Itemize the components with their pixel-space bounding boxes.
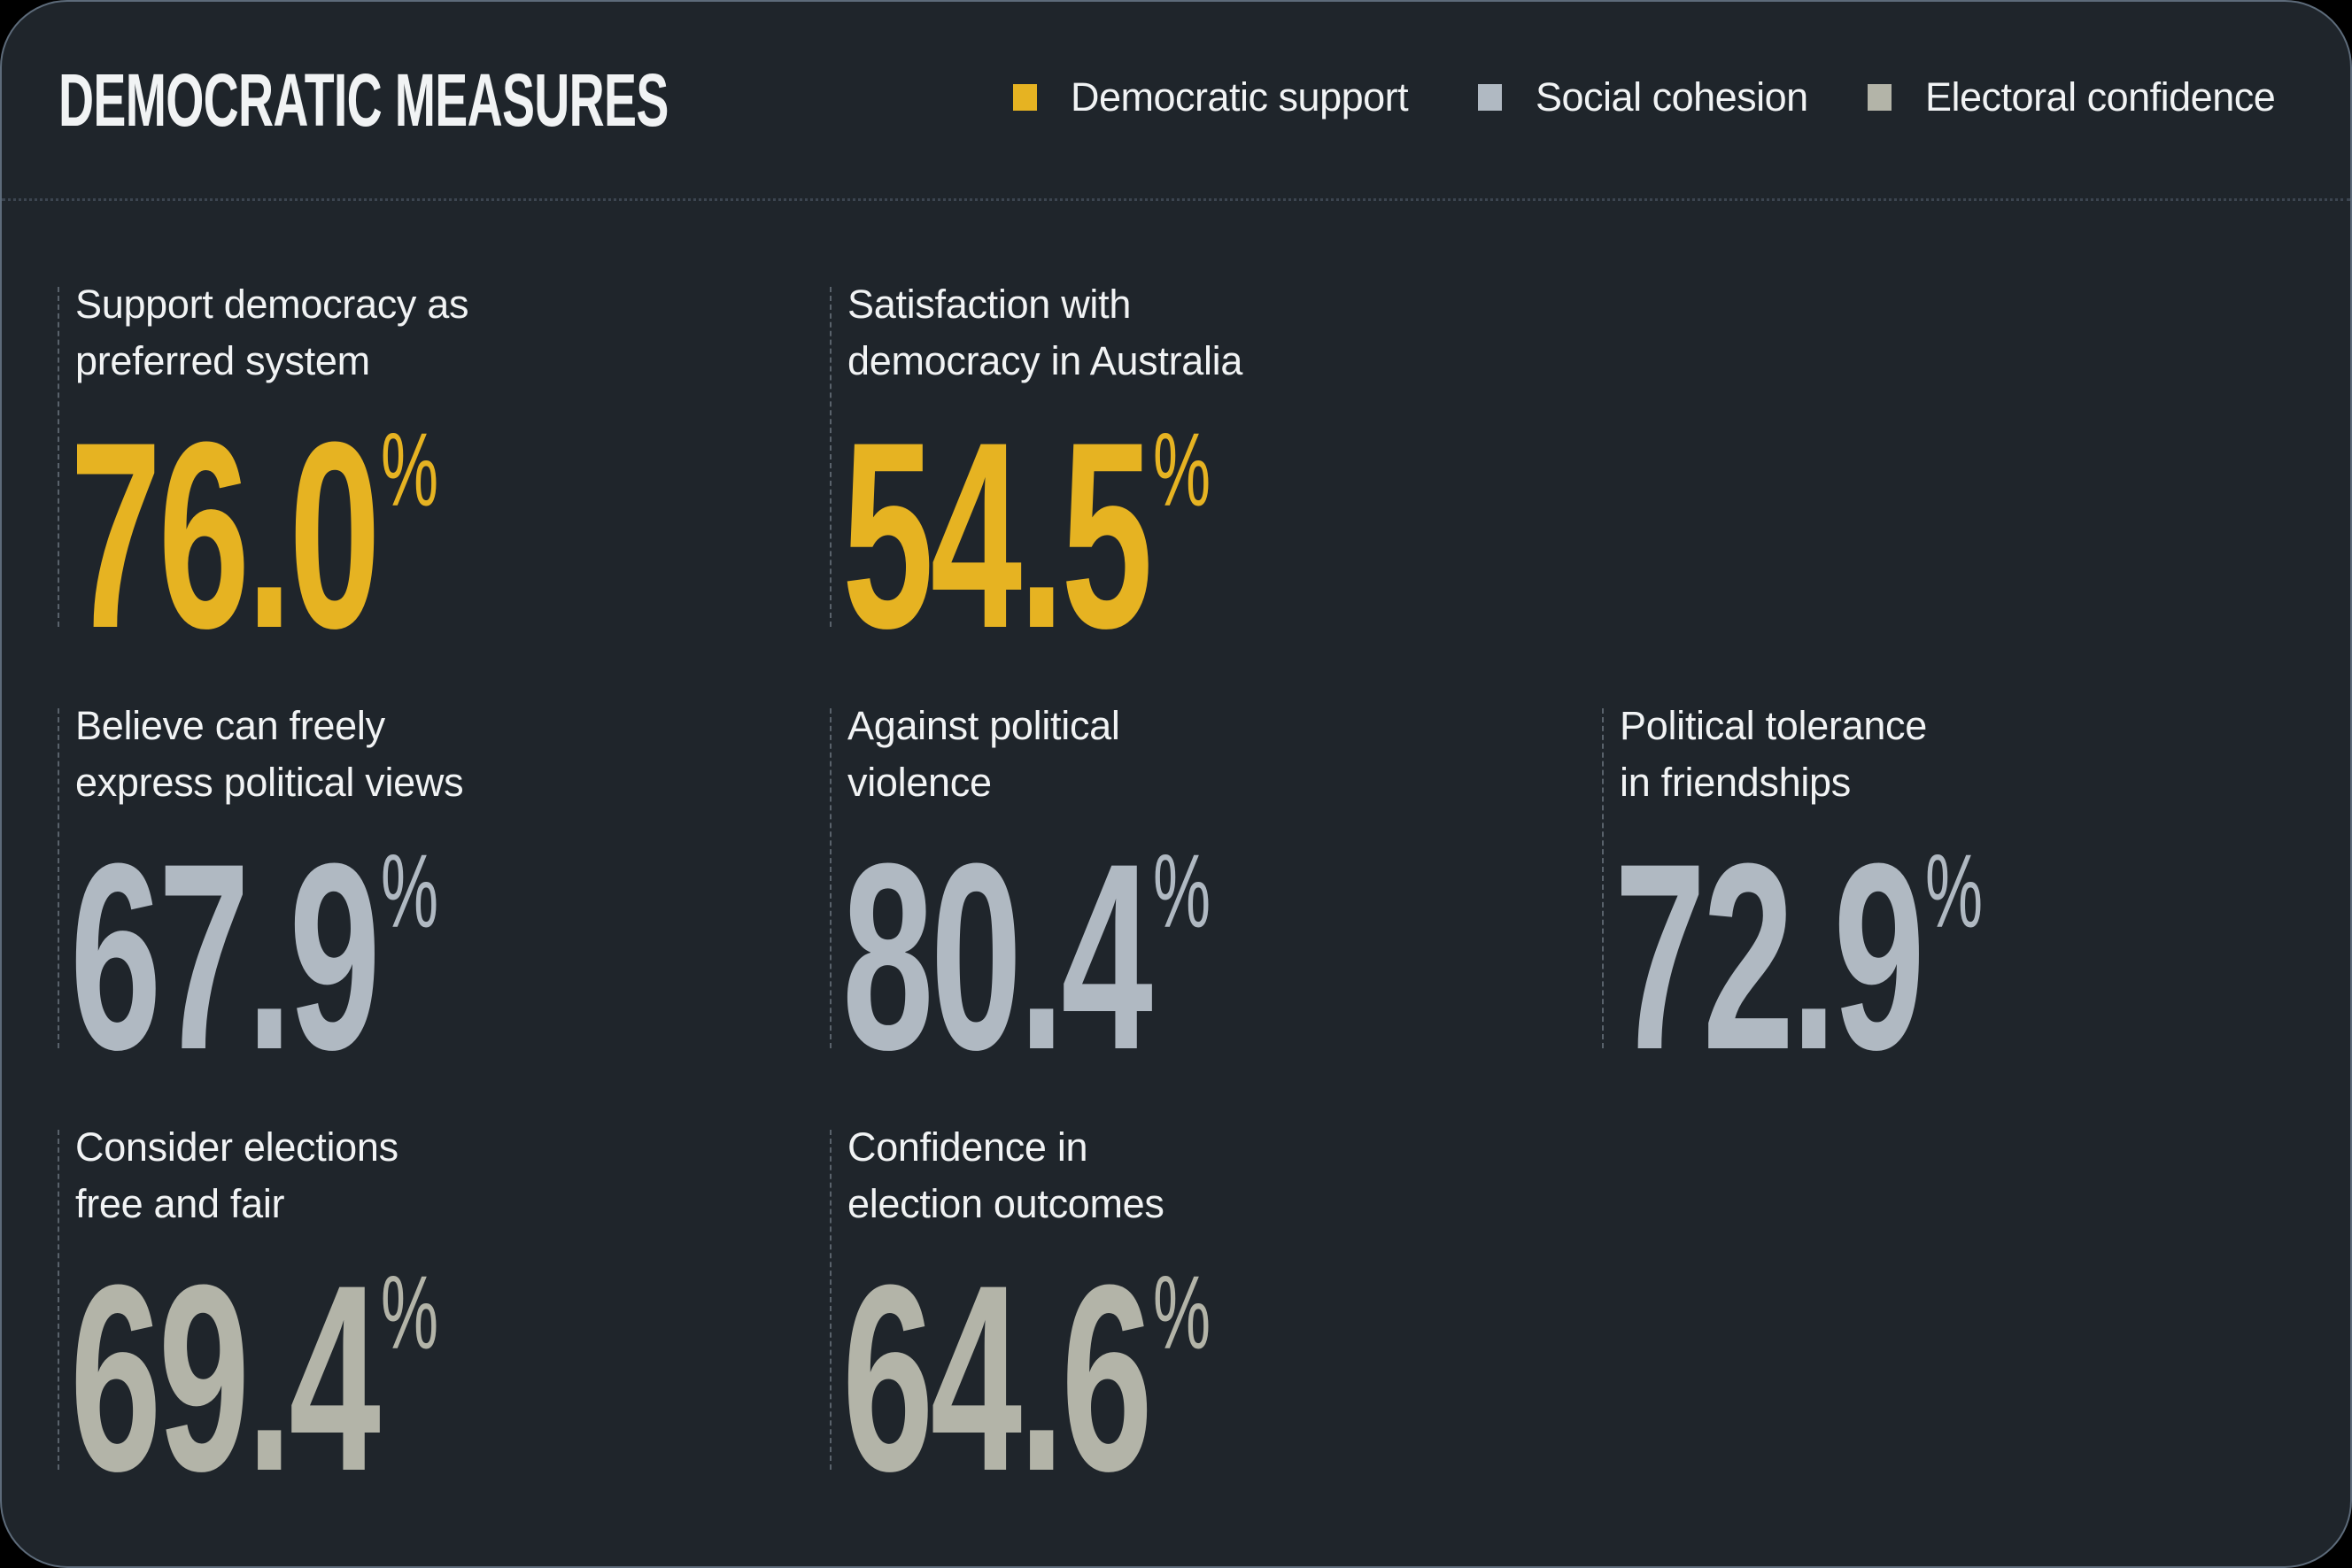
legend-label: Electoral confidence (1925, 74, 2276, 120)
legend-label: Democratic support (1071, 74, 1409, 120)
metric-label: Consider elections free and fair (75, 1124, 398, 1226)
metric-elections-free-fair: Consider elections free and fair 69.4 % (58, 1124, 731, 1510)
column-separator (1602, 708, 1604, 1048)
legend-swatch-icon (1868, 84, 1892, 111)
percent-sign: % (381, 833, 439, 950)
column-separator (58, 708, 59, 1048)
percent-sign: % (381, 1255, 439, 1371)
metric-value: 80.4 (842, 807, 1153, 1105)
metric-label: Confidence in election outcomes (847, 1124, 1164, 1226)
percent-sign: % (1153, 412, 1211, 529)
percent-sign: % (1153, 833, 1211, 950)
metric-label: Satisfaction with democracy in Australia (847, 282, 1243, 383)
percent-sign: % (381, 412, 439, 529)
legend-swatch-icon (1478, 84, 1502, 111)
legend-item-democratic-support: Democratic support (1013, 74, 1409, 120)
metric-freely-express-views: Believe can freely express political vie… (58, 703, 731, 1089)
metric-support-democracy: Support democracy as preferred system 76… (58, 282, 731, 668)
metric-value: 76.0 (70, 386, 381, 684)
metric-label: Believe can freely express political vie… (75, 703, 464, 805)
metric-value: 64.6 (842, 1229, 1153, 1526)
metric-value: 54.5 (842, 386, 1153, 684)
percent-sign: % (1153, 1255, 1211, 1371)
percent-sign: % (1925, 833, 1984, 950)
metric-against-political-violence: Against political violence 80.4 % (830, 703, 1503, 1089)
page-title: DEMOCRATIC MEASURES (58, 58, 669, 142)
column-separator (58, 1130, 59, 1470)
metric-confidence-election-outcomes: Confidence in election outcomes 64.6 % (830, 1124, 1503, 1510)
header-divider (2, 198, 2350, 201)
column-separator (830, 708, 832, 1048)
legend-label: Social cohesion (1536, 74, 1808, 120)
metric-satisfaction-democracy: Satisfaction with democracy in Australia… (830, 282, 1503, 668)
column-separator (58, 287, 59, 627)
metric-value: 69.4 (70, 1229, 381, 1526)
metric-political-tolerance: Political tolerance in friendships 72.9 … (1602, 703, 2275, 1089)
metric-label: Political tolerance in friendships (1620, 703, 1927, 805)
legend-item-social-cohesion: Social cohesion (1478, 74, 1808, 120)
metric-label: Against political violence (847, 703, 1120, 805)
legend-swatch-icon (1013, 84, 1037, 111)
metric-value: 72.9 (1614, 807, 1925, 1105)
column-separator (830, 287, 832, 627)
metric-label: Support democracy as preferred system (75, 282, 469, 383)
metric-value: 67.9 (70, 807, 381, 1105)
column-separator (830, 1130, 832, 1470)
legend-item-electoral-confidence: Electoral confidence (1868, 74, 2276, 120)
